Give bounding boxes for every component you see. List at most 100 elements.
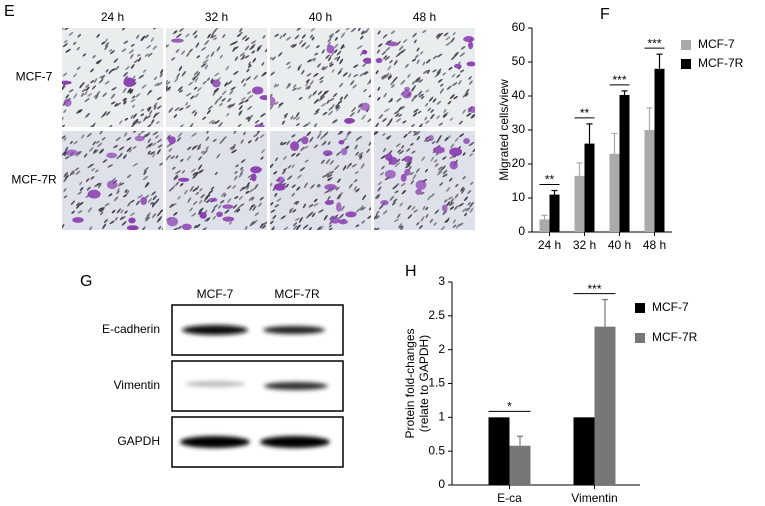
cell [198,208,203,213]
cell [296,28,302,31]
cell [143,170,147,175]
cell [321,66,325,71]
cell [270,182,273,187]
cell [355,208,362,213]
cell [340,44,345,50]
blot-band [263,326,325,334]
cell [348,162,352,167]
x-tick-label: 24 h [538,238,561,252]
bar [619,94,630,232]
cell [469,201,474,208]
cell [214,171,218,176]
micrograph [374,28,475,127]
cell [177,86,183,91]
stained-cell [324,200,334,206]
cell [108,124,113,127]
cell [173,174,179,180]
cell [199,188,203,192]
cell [441,165,446,171]
cell [73,93,78,99]
cell [193,86,198,90]
cell [132,120,137,125]
cell [462,109,466,114]
cell [145,214,150,220]
cell [438,169,442,173]
cell [225,82,231,86]
cell [407,73,411,79]
cell [63,40,68,43]
cell [204,64,209,70]
lane-label: MCF-7 [197,287,234,301]
cell [84,91,88,96]
cell [146,44,152,49]
cell [89,163,95,167]
y-tick-label: 40 [512,88,526,102]
cell [103,219,108,224]
cell [231,103,236,107]
cell [313,123,318,127]
cell [281,170,286,175]
cell [240,78,246,84]
cell [128,149,132,153]
cell [166,143,172,148]
cell [224,209,230,214]
cell [68,89,74,93]
cell [305,85,310,90]
cell [437,78,443,83]
cell [392,184,398,190]
cell [328,224,332,228]
cell [194,34,198,39]
cell [464,212,468,217]
cell [283,156,287,160]
cell [210,186,215,191]
cell [328,107,333,111]
cell [296,112,300,118]
cell [271,56,276,61]
cell [233,131,238,135]
cell [90,80,95,84]
cell [382,117,387,123]
cell [118,146,125,151]
cell [252,57,256,63]
cell [245,99,249,103]
y-axis-label: (relate to GAPDH) [417,335,431,432]
cell [353,179,358,183]
cell [239,31,243,35]
cell [452,219,456,224]
cell [130,114,134,119]
cell [287,82,291,86]
cell [348,73,352,78]
cell [326,99,330,104]
cell [86,132,92,138]
cell [301,69,305,75]
cell [437,134,442,141]
cell [337,100,343,104]
cell [132,145,137,150]
cell [115,136,121,142]
cell [436,100,442,105]
cell [472,148,475,153]
cell [458,79,462,86]
cell [257,46,261,51]
cell [62,117,64,122]
cell [248,196,254,202]
cell [153,102,158,108]
cell [448,66,453,71]
y-tick-label: 30 [512,122,526,136]
cell [62,223,65,230]
cell [124,189,128,193]
cell [353,186,357,191]
cell [181,70,187,77]
cell [246,181,250,188]
stained-cell [384,153,393,161]
cell [124,132,128,137]
cell [397,149,402,153]
legend-swatch [681,59,691,69]
cell [413,94,417,98]
cell [445,41,452,46]
cell [317,90,323,96]
cell [461,188,466,194]
cell [214,98,219,105]
cell [62,72,68,77]
stained-cell [468,41,474,50]
